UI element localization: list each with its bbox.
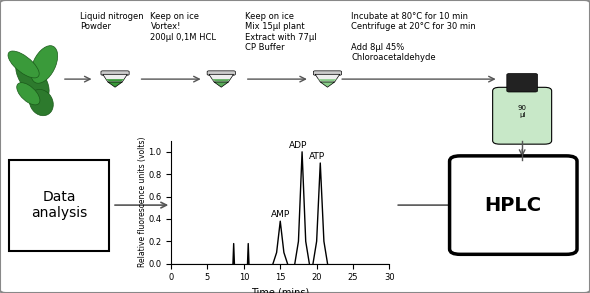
FancyBboxPatch shape [493,87,552,144]
Ellipse shape [30,89,53,116]
Text: Liquid nitrogen
Powder: Liquid nitrogen Powder [80,12,143,31]
Text: HPLC: HPLC [485,196,542,214]
Text: ADP: ADP [289,141,307,150]
Ellipse shape [17,83,40,105]
X-axis label: Time (mins): Time (mins) [251,288,309,293]
Polygon shape [108,82,122,87]
Polygon shape [105,79,125,81]
FancyBboxPatch shape [313,71,342,75]
FancyBboxPatch shape [450,156,577,254]
Polygon shape [318,79,337,81]
Text: Data
analysis: Data analysis [31,190,87,220]
Ellipse shape [31,46,58,83]
Text: 90
µl: 90 µl [517,105,527,118]
FancyBboxPatch shape [207,71,235,75]
Text: AMP: AMP [271,210,290,219]
Ellipse shape [8,51,39,78]
Polygon shape [103,74,127,82]
Polygon shape [315,74,340,82]
FancyBboxPatch shape [9,160,109,251]
Text: Keep on ice
Vortex!
200µl 0,1M HCL: Keep on ice Vortex! 200µl 0,1M HCL [150,12,217,42]
FancyBboxPatch shape [101,71,129,75]
Polygon shape [320,82,335,87]
Text: Incubate at 80°C for 10 min
Centrifuge at 20°C for 30 min

Add 8µl 45%
Chloroace: Incubate at 80°C for 10 min Centrifuge a… [351,12,476,62]
Polygon shape [214,82,228,87]
Polygon shape [211,79,231,81]
Text: ATP: ATP [309,152,324,161]
FancyBboxPatch shape [507,74,537,92]
Ellipse shape [16,59,49,99]
Polygon shape [209,74,234,82]
Y-axis label: Relative fluorescence units (volts): Relative fluorescence units (volts) [137,137,147,268]
Text: Keep on ice
Mix 15µl plant
Extract with 77µl
CP Buffer: Keep on ice Mix 15µl plant Extract with … [245,12,316,52]
